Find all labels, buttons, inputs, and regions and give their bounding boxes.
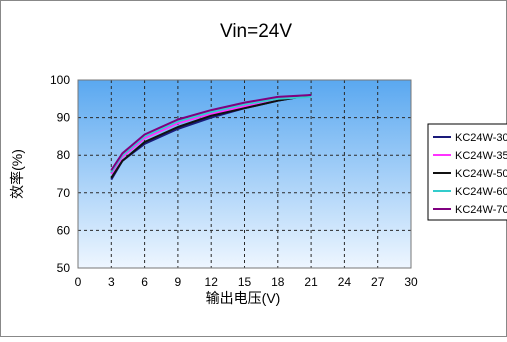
legend-label: KC24W-700 — [455, 204, 507, 216]
y-tick-label: 60 — [57, 223, 71, 237]
y-axis-label: 效率(%) — [9, 149, 25, 199]
y-tick-label: 90 — [57, 111, 71, 125]
plot-border — [77, 79, 412, 269]
x-tick-label: 24 — [338, 275, 352, 289]
x-axis-ticks: 0 3 6 9 12 15 18 21 24 27 30 — [75, 275, 418, 289]
series-line-kc24w-600 — [110, 95, 312, 173]
gridlines — [78, 80, 411, 268]
x-tick-label: 3 — [108, 275, 115, 289]
legend-label: KC24W-350 — [455, 150, 507, 162]
x-tick-label: 21 — [304, 275, 318, 289]
x-tick-label: 15 — [238, 275, 252, 289]
legend-label: KC24W-300 — [455, 132, 507, 144]
x-tick-label: 18 — [271, 275, 285, 289]
y-tick-label: 50 — [57, 261, 71, 275]
y-axis-ticks: 50 60 70 80 90 100 — [50, 73, 70, 275]
x-tick-label: 0 — [75, 275, 82, 289]
y-tick-label: 80 — [57, 148, 71, 162]
series-line-kc24w-700 — [110, 94, 312, 171]
x-tick-label: 30 — [404, 275, 418, 289]
x-tick-label: 6 — [141, 275, 148, 289]
x-tick-label: 9 — [175, 275, 182, 289]
series-lines — [110, 94, 312, 181]
x-axis-label: 输出电压(V) — [206, 290, 281, 306]
x-tick-label: 27 — [371, 275, 385, 289]
legend-label: KC24W-500 — [455, 168, 507, 180]
legend-label: KC24W-600 — [455, 186, 507, 198]
x-tick-label: 12 — [205, 275, 219, 289]
chart-title: Vin=24V — [220, 21, 292, 42]
legend: KC24W-300 KC24W-350 KC24W-500 KC24W-600 KC24… — [427, 123, 507, 221]
y-tick-label: 70 — [57, 186, 71, 200]
y-tick-label: 100 — [50, 73, 70, 87]
series-line-kc24w-500 — [110, 94, 312, 179]
